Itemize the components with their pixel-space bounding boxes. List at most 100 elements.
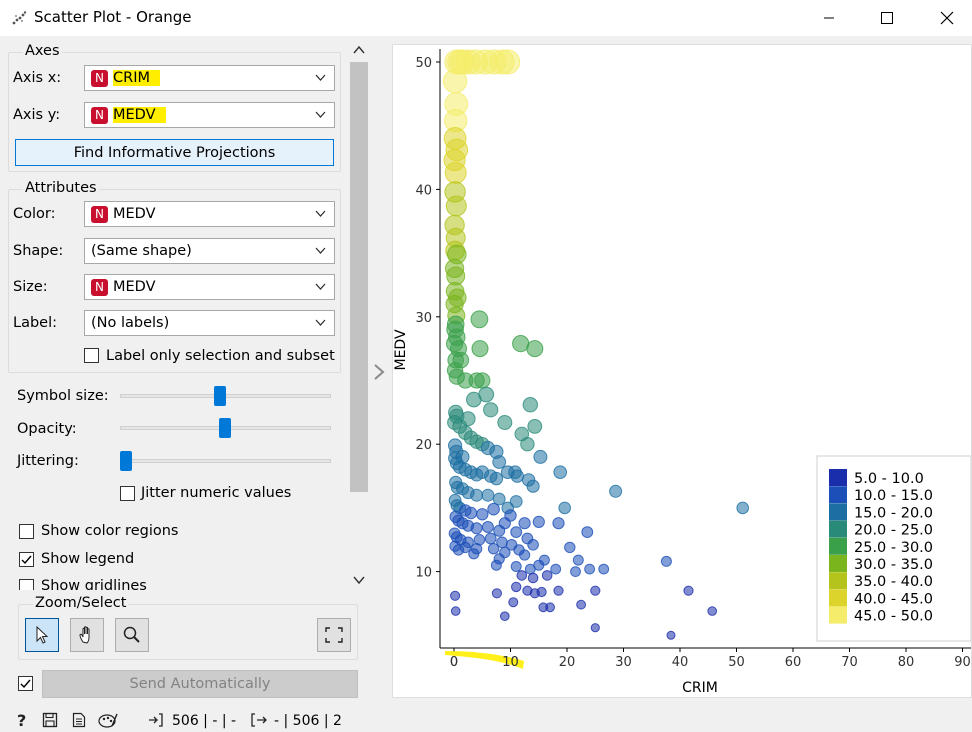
data-point[interactable]: [550, 563, 562, 575]
data-point[interactable]: [452, 544, 465, 556]
pan-tool-button[interactable]: [70, 618, 104, 652]
data-point[interactable]: [445, 195, 467, 217]
data-point[interactable]: [476, 508, 489, 521]
data-point[interactable]: [553, 585, 564, 596]
data-point[interactable]: [497, 415, 513, 430]
data-point[interactable]: [707, 606, 718, 616]
data-point[interactable]: [464, 506, 478, 520]
data-point[interactable]: [510, 526, 523, 539]
close-button[interactable]: [924, 0, 970, 36]
data-point[interactable]: [558, 501, 571, 515]
data-point[interactable]: [468, 548, 480, 560]
size-select[interactable]: N MEDV: [84, 274, 335, 300]
show-gridlines-checkbox[interactable]: [19, 579, 34, 590]
label-only-selection-checkbox[interactable]: [84, 348, 99, 363]
show-legend-checkbox[interactable]: [19, 552, 34, 567]
data-point[interactable]: [508, 597, 519, 608]
data-point[interactable]: [489, 471, 504, 486]
data-point[interactable]: [471, 340, 489, 358]
data-point[interactable]: [450, 606, 461, 616]
data-point[interactable]: [466, 391, 482, 408]
send-automatically-button[interactable]: Send Automatically: [42, 670, 358, 698]
data-point[interactable]: [450, 590, 461, 601]
symbol-size-slider-handle[interactable]: [214, 386, 226, 406]
data-point[interactable]: [683, 585, 694, 596]
data-point[interactable]: [495, 49, 521, 75]
data-point[interactable]: [470, 310, 489, 329]
data-point[interactable]: [552, 517, 565, 530]
data-point[interactable]: [470, 488, 484, 502]
data-point[interactable]: [526, 479, 540, 493]
data-point[interactable]: [545, 602, 556, 613]
data-point[interactable]: [519, 549, 531, 561]
data-point[interactable]: [500, 611, 510, 622]
maximize-button[interactable]: [864, 0, 910, 36]
minimize-button[interactable]: [806, 0, 852, 36]
opacity-slider-handle[interactable]: [219, 418, 231, 438]
data-point[interactable]: [581, 526, 594, 539]
visual-settings-icon[interactable]: [98, 712, 118, 728]
find-informative-projections-button[interactable]: Find Informative Projections: [15, 139, 334, 166]
data-point[interactable]: [522, 397, 539, 413]
data-point[interactable]: [527, 539, 539, 551]
data-point[interactable]: [533, 449, 548, 464]
data-point[interactable]: [520, 437, 535, 452]
data-point[interactable]: [504, 509, 517, 522]
data-point[interactable]: [570, 566, 581, 577]
jittering-slider-handle[interactable]: [120, 451, 132, 471]
data-point[interactable]: [510, 469, 525, 483]
data-point[interactable]: [527, 572, 539, 584]
data-point[interactable]: [584, 563, 596, 575]
data-point[interactable]: [541, 570, 553, 581]
data-point[interactable]: [487, 502, 500, 516]
report-icon[interactable]: [72, 712, 86, 728]
data-point[interactable]: [660, 555, 672, 567]
data-point[interactable]: [444, 161, 467, 184]
jittering-slider-track[interactable]: [120, 459, 331, 463]
select-tool-button[interactable]: [25, 618, 59, 652]
scroll-up-icon[interactable]: [353, 45, 365, 55]
save-icon[interactable]: [42, 712, 58, 728]
show-color-regions-checkbox[interactable]: [19, 524, 34, 539]
data-point[interactable]: [511, 581, 522, 593]
data-point[interactable]: [442, 68, 468, 94]
data-point[interactable]: [527, 419, 543, 434]
data-point[interactable]: [516, 570, 528, 581]
data-point[interactable]: [572, 554, 584, 566]
data-point[interactable]: [518, 517, 531, 530]
help-icon[interactable]: ?: [14, 711, 30, 729]
collapse-panel-icon[interactable]: [373, 363, 385, 381]
data-point[interactable]: [483, 402, 499, 418]
axis-y-select[interactable]: N MEDV: [84, 102, 335, 128]
scroll-down-icon[interactable]: [353, 575, 365, 585]
zoom-tool-button[interactable]: [115, 618, 149, 652]
data-point[interactable]: [481, 521, 494, 533]
data-point[interactable]: [481, 488, 495, 502]
data-point[interactable]: [474, 372, 491, 389]
data-point[interactable]: [470, 522, 483, 535]
data-point[interactable]: [736, 501, 750, 515]
data-point[interactable]: [590, 585, 601, 596]
data-point[interactable]: [526, 340, 544, 358]
scrollbar-thumb[interactable]: [350, 62, 368, 492]
data-point[interactable]: [491, 588, 503, 599]
jitter-numeric-checkbox[interactable]: [120, 486, 135, 501]
data-point[interactable]: [590, 623, 600, 633]
label-select[interactable]: (No labels): [84, 310, 335, 336]
shape-select[interactable]: (Same shape): [84, 238, 335, 264]
data-point[interactable]: [490, 559, 502, 571]
data-point[interactable]: [492, 455, 507, 469]
data-point[interactable]: [509, 495, 523, 508]
data-point[interactable]: [666, 630, 676, 640]
send-automatically-checkbox[interactable]: [18, 676, 33, 691]
data-point[interactable]: [598, 563, 610, 575]
data-point[interactable]: [487, 543, 500, 555]
data-point[interactable]: [484, 532, 497, 545]
reset-zoom-button[interactable]: [317, 618, 351, 652]
data-point[interactable]: [609, 484, 623, 498]
data-point[interactable]: [576, 599, 587, 610]
color-select[interactable]: N MEDV: [84, 201, 335, 227]
data-point[interactable]: [553, 465, 567, 480]
data-point[interactable]: [532, 515, 545, 528]
